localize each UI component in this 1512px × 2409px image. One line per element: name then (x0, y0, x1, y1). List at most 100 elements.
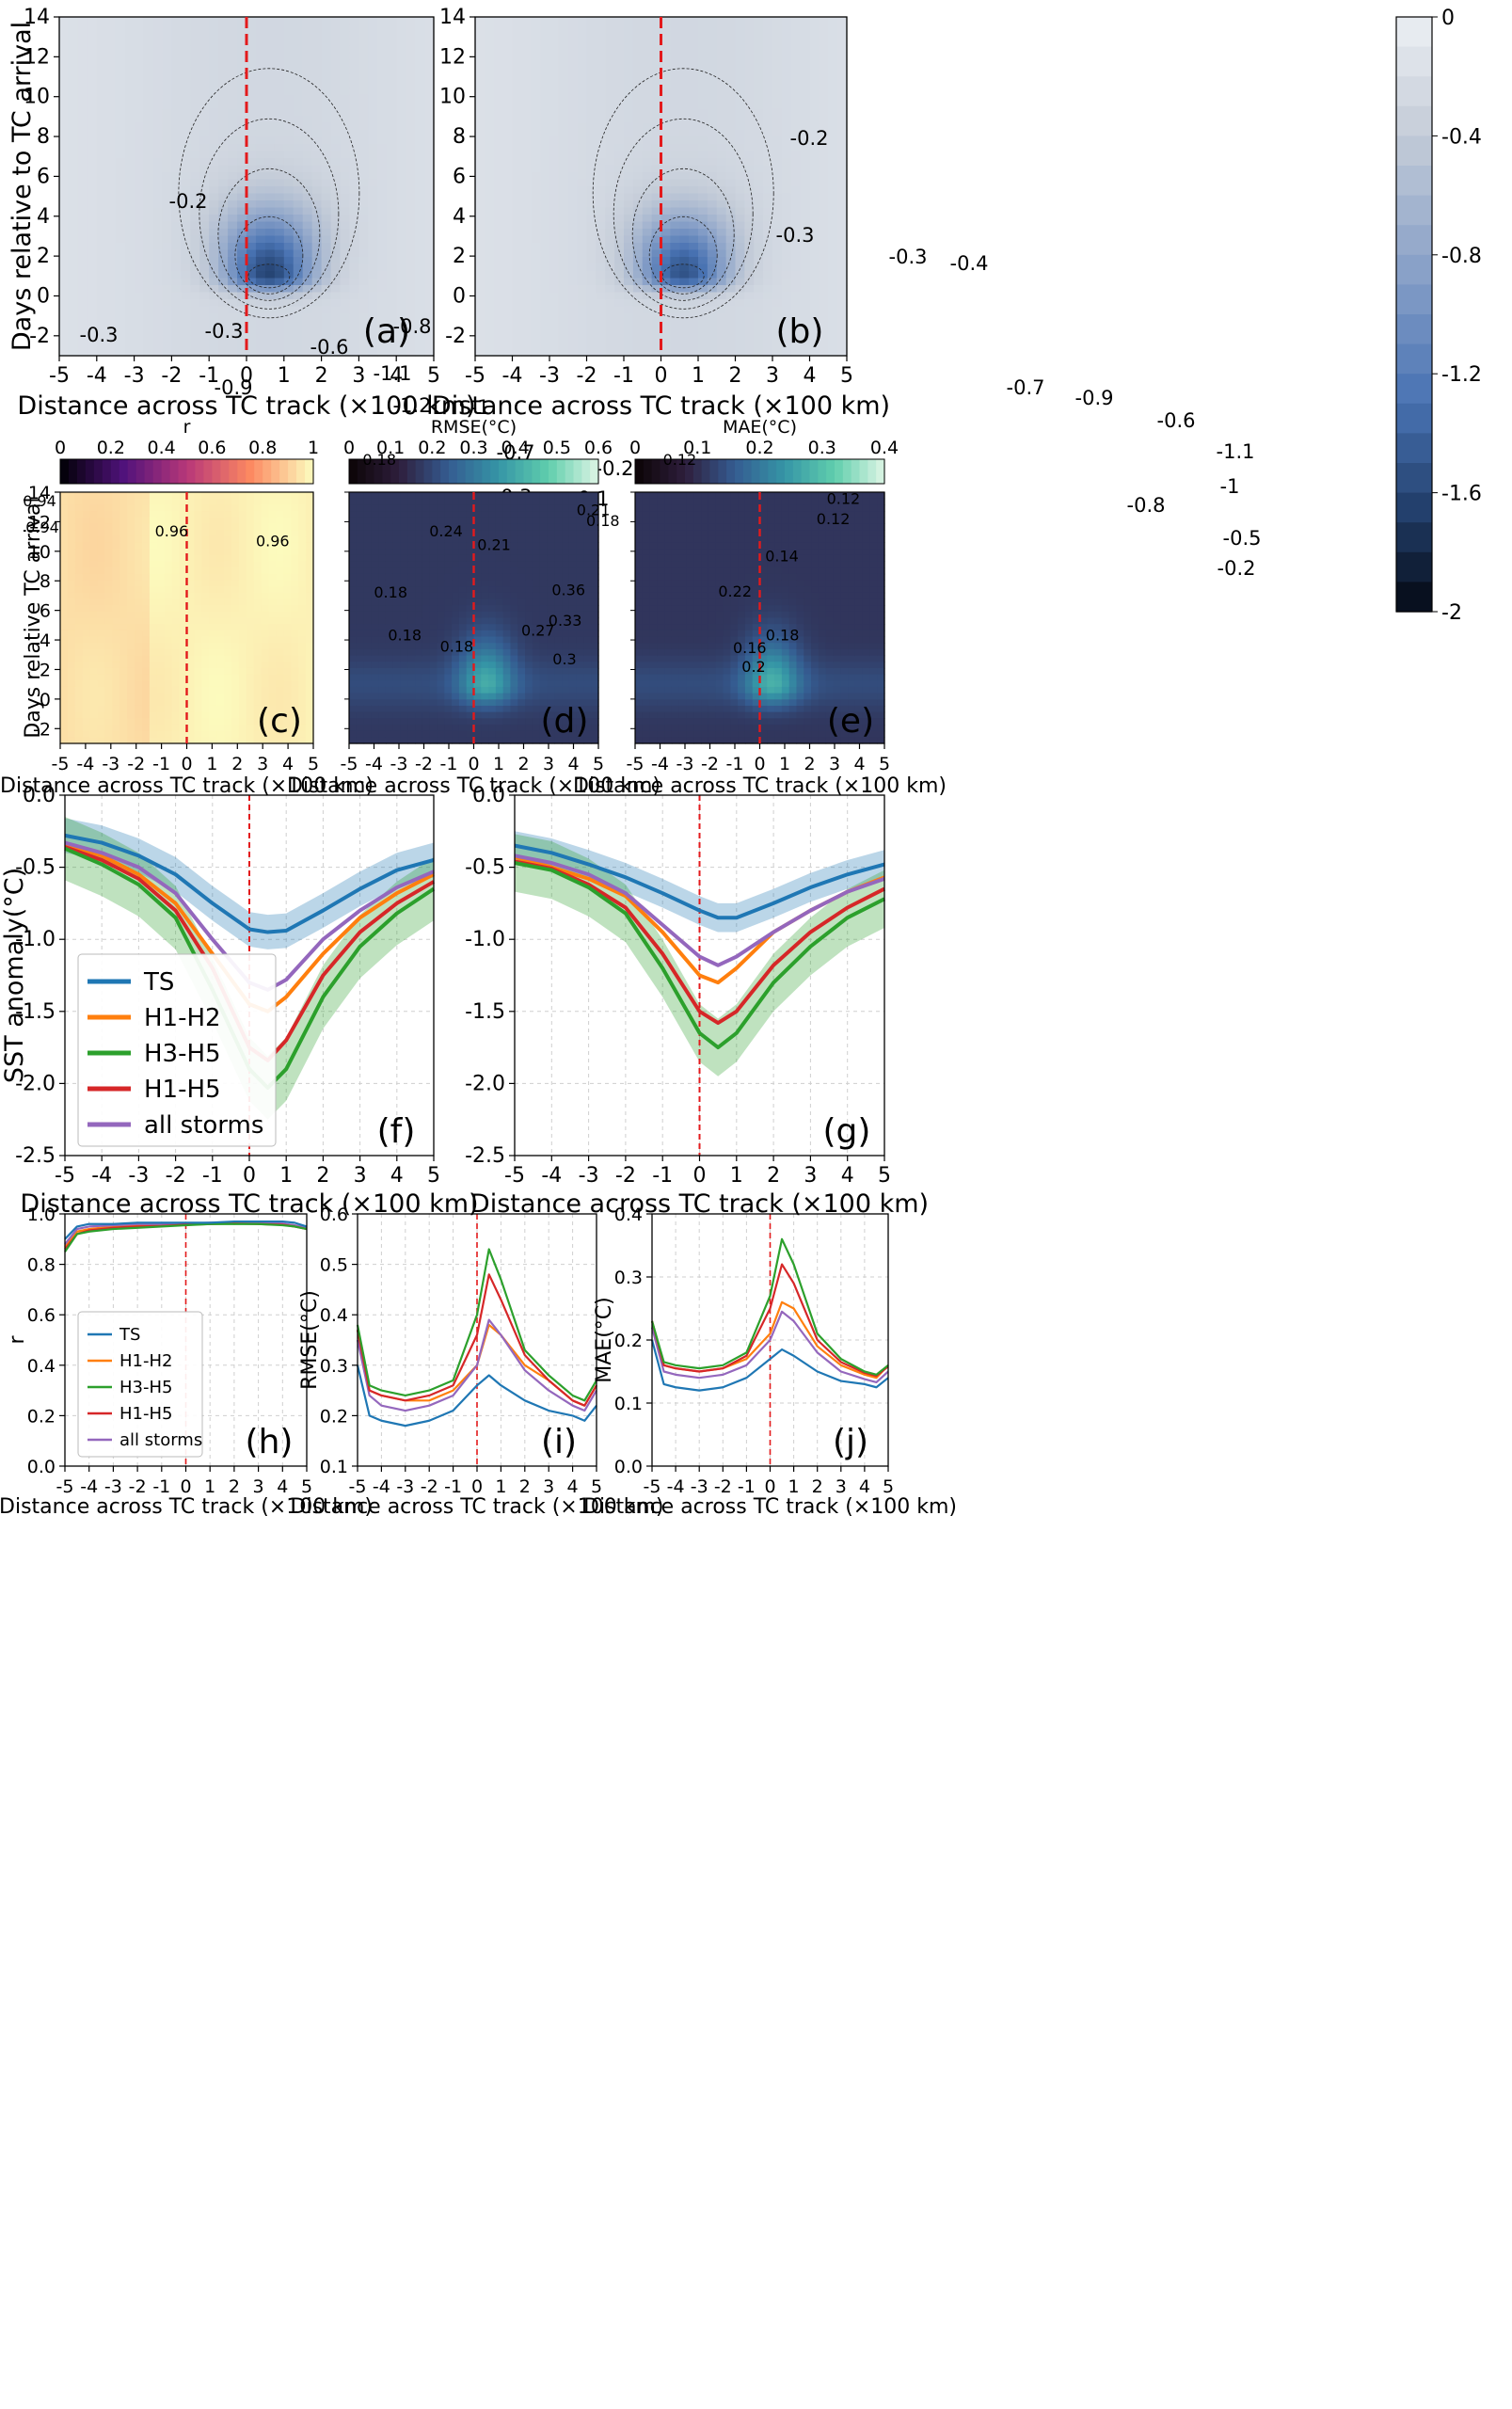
heat-cell (171, 667, 181, 676)
heat-cell (218, 24, 229, 32)
heat-cell (558, 229, 569, 237)
heat-cell (59, 229, 70, 237)
x-tick-label: 1 (278, 364, 291, 388)
heat-cell (661, 17, 671, 25)
heat-cell (642, 306, 653, 314)
contour-label: -0.3 (80, 324, 119, 346)
heat-cell (228, 66, 238, 74)
heat-cell (149, 561, 158, 568)
heat-cell (68, 66, 79, 74)
heat-cell (68, 158, 79, 167)
heat-cell (772, 80, 783, 88)
heat-cell (725, 130, 737, 138)
heat-cell (642, 151, 653, 159)
heat-cell (77, 229, 88, 237)
heat-cell (112, 724, 120, 732)
heat-cell (781, 285, 792, 294)
heat-cell (171, 31, 182, 40)
heat-cell (238, 630, 247, 638)
heat-cell (377, 278, 388, 286)
heat-cell (349, 151, 359, 159)
heat-cell (96, 207, 107, 215)
heat-cell (82, 617, 91, 625)
heat-cell (358, 221, 369, 230)
heat-cell (596, 278, 606, 286)
heat-cell (396, 136, 406, 145)
heat-cell (60, 693, 69, 700)
heat-cell (302, 130, 313, 138)
heat-cell (828, 31, 838, 40)
heat-cell (424, 144, 435, 152)
heat-cell (105, 320, 117, 328)
heat-cell (340, 263, 351, 272)
heat-cell (531, 151, 541, 159)
heat-cell (274, 122, 285, 131)
heat-cell (124, 342, 135, 350)
heat-cell (152, 320, 164, 328)
heat-cell (837, 243, 848, 251)
heat-cell (115, 306, 126, 314)
heat-cell (115, 313, 126, 322)
heat-cell (642, 193, 653, 201)
heat-cell (651, 45, 662, 54)
heat-cell (127, 535, 135, 543)
heat-cell (707, 17, 718, 25)
heat-cell (605, 257, 615, 265)
heat-cell (77, 88, 88, 96)
heat-cell (475, 130, 485, 138)
heat-cell (190, 31, 200, 40)
heat-cell (237, 263, 247, 272)
heat-cell (670, 130, 680, 138)
heat-cell (744, 249, 755, 258)
heat-cell (651, 285, 662, 294)
heat-cell (679, 334, 690, 343)
heat-cell (152, 243, 164, 251)
heat-cell (135, 705, 143, 713)
heat-cell (224, 718, 232, 726)
heat-cell (311, 263, 323, 272)
heat-cell (162, 45, 172, 54)
heat-cell (689, 45, 699, 54)
heat-cell (744, 102, 755, 110)
heat-cell (237, 327, 247, 336)
heat-cell (60, 662, 69, 669)
heat-cell (689, 243, 699, 251)
heat-cell (237, 17, 247, 25)
heat-cell (521, 122, 532, 131)
heat-cell (340, 292, 351, 300)
heat-cell (735, 348, 745, 357)
heat-cell (670, 292, 680, 300)
heat-cell (387, 342, 397, 350)
heat-cell (493, 17, 504, 25)
heat-cell (642, 285, 653, 294)
heat-cell (819, 88, 829, 96)
heat-cell (624, 144, 634, 152)
heat-cell (149, 573, 158, 582)
heat-cell (247, 158, 257, 167)
heat-cell (493, 80, 504, 88)
heat-cell (349, 257, 359, 265)
heat-cell (781, 88, 792, 96)
heat-cell (59, 88, 70, 96)
heat-cell (274, 24, 285, 32)
heat-cell (162, 38, 172, 46)
heat-cell (531, 285, 541, 294)
heat-cell (670, 94, 680, 103)
heat-cell (190, 151, 200, 159)
heat-cell (754, 122, 764, 131)
heat-cell (302, 108, 313, 117)
heat-cell (143, 221, 154, 230)
heat-cell (105, 285, 117, 294)
heat-cell (586, 186, 597, 195)
heat-cell (707, 144, 718, 152)
heat-cell (809, 200, 820, 209)
heat-cell (340, 172, 351, 181)
heat-cell (247, 73, 257, 82)
heat-cell (264, 144, 276, 152)
heat-cell (89, 686, 99, 694)
heat-cell (96, 88, 107, 96)
heat-cell (512, 151, 522, 159)
heat-cell (558, 66, 569, 74)
heat-cell (105, 102, 117, 110)
heat-cell (358, 38, 369, 46)
